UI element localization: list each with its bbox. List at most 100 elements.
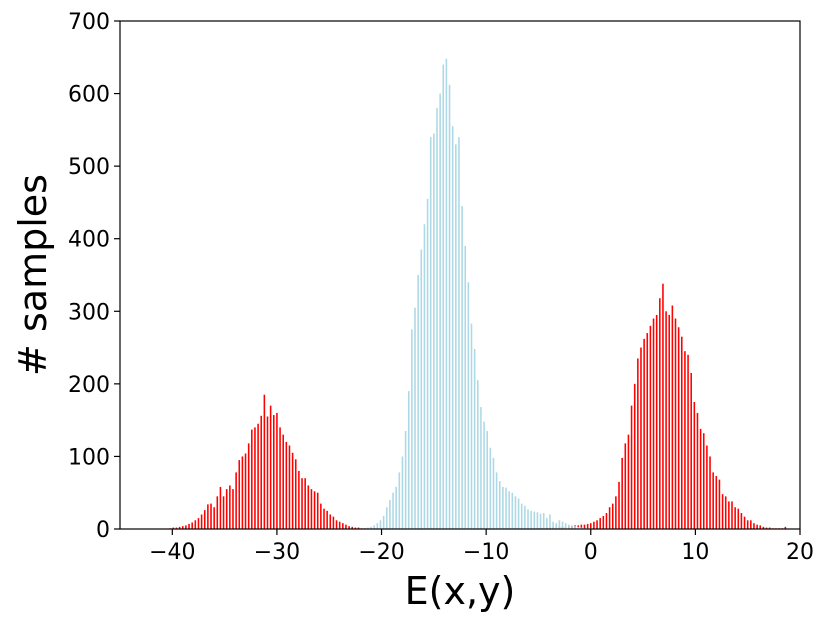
histogram-bar (464, 245, 467, 529)
histogram-bar (536, 512, 539, 529)
histogram-bar (542, 513, 545, 529)
histogram-bar (649, 325, 652, 529)
histogram-bar (247, 443, 250, 529)
x-axis-ticks: −40 −30 −20 −10 0 10 20 (149, 529, 814, 565)
x-tick-label: −20 (358, 540, 404, 565)
histogram-bar (627, 434, 630, 529)
histogram-bar (477, 380, 479, 529)
histogram-bar (203, 510, 206, 529)
histogram-bar (480, 407, 482, 529)
histogram-bar (546, 518, 548, 529)
histogram-bar (263, 394, 266, 529)
x-tick-label: 0 (584, 540, 598, 565)
histogram-bar (784, 526, 787, 529)
histogram-bar (549, 514, 551, 529)
histogram-bar (251, 429, 253, 529)
histogram-bar (712, 472, 714, 529)
histogram-bar (279, 427, 281, 529)
histogram-bar (423, 224, 426, 529)
histogram-bar (172, 527, 175, 529)
histogram-bar (288, 445, 291, 529)
histogram-bar (580, 524, 583, 529)
histogram-bar (662, 283, 664, 529)
histogram-bar (668, 314, 671, 529)
histogram-bar (530, 510, 532, 529)
histogram-bar (429, 137, 432, 530)
histogram-bar (244, 453, 247, 529)
histogram-bar (564, 523, 567, 529)
histogram-bar (743, 516, 746, 529)
histogram-bar (348, 526, 350, 529)
histogram-bar (257, 423, 259, 529)
histogram-bar (643, 338, 645, 529)
histogram-bar (367, 527, 369, 529)
histogram-bar (376, 523, 379, 529)
histogram-bar (191, 522, 193, 529)
histogram-bar (213, 507, 215, 529)
histogram-bar (445, 58, 448, 530)
histogram-bar (677, 327, 680, 529)
histogram-bar (398, 472, 401, 529)
histogram-bar (737, 508, 740, 529)
histogram-bar (608, 507, 611, 529)
histogram-bar (354, 527, 357, 529)
histogram-bar (407, 391, 410, 529)
histogram-bar (411, 329, 413, 529)
histogram-bar (568, 524, 570, 529)
x-tick-label: −10 (463, 540, 509, 565)
histogram-bar (304, 478, 306, 529)
histogram-bar (342, 523, 344, 529)
histogram-bar (505, 487, 507, 529)
histogram-bar (514, 496, 517, 529)
histogram-bar (395, 486, 397, 529)
histogram-bar (696, 412, 699, 529)
histogram-bar (615, 496, 617, 529)
histogram-bar (229, 485, 231, 529)
histogram-bar (495, 472, 498, 529)
y-tick-label: 200 (68, 373, 110, 398)
histogram-bar (188, 523, 190, 529)
histogram-bar (254, 427, 256, 529)
x-tick-label: 10 (681, 540, 709, 565)
histogram-bar (527, 509, 529, 529)
histogram-bar (420, 249, 423, 529)
histogram-bar (225, 489, 228, 529)
histogram-bar (652, 318, 655, 529)
histogram-bar (718, 479, 721, 529)
histogram-bar (197, 518, 200, 529)
histogram-bar (175, 527, 178, 529)
histogram-bar (332, 516, 335, 529)
histogram-bar (520, 503, 523, 529)
histogram-bar (633, 383, 636, 529)
histogram-bar (693, 402, 696, 529)
x-tick-label: −40 (149, 540, 195, 565)
y-axis-title: # samples (11, 174, 55, 376)
histogram-bar (486, 431, 488, 529)
histogram-bar (583, 524, 586, 529)
histogram-bar (665, 311, 667, 529)
histogram-bar (511, 492, 514, 529)
histogram-bar (385, 507, 388, 529)
histogram-bar (517, 498, 520, 529)
y-tick-label: 500 (68, 155, 110, 180)
histogram-bar (756, 524, 758, 529)
histogram-bar (721, 494, 724, 529)
histogram-bar (699, 428, 702, 529)
histogram-bar (298, 470, 300, 529)
histogram-bar (724, 496, 727, 529)
histogram-bar (489, 447, 492, 529)
y-tick-label: 400 (68, 228, 110, 253)
histogram-bar (458, 137, 460, 530)
histogram-bar (216, 496, 219, 529)
y-tick-label: 0 (96, 518, 110, 543)
histogram-bar (414, 307, 416, 529)
histogram-bar (577, 526, 579, 529)
histogram-bar (750, 520, 752, 529)
histogram-bar (640, 347, 642, 529)
histogram-bar (181, 526, 184, 529)
histogram-bar (329, 514, 332, 529)
histogram-bar (593, 521, 595, 529)
histogram-bar (646, 333, 649, 529)
histogram-bar (185, 525, 187, 529)
